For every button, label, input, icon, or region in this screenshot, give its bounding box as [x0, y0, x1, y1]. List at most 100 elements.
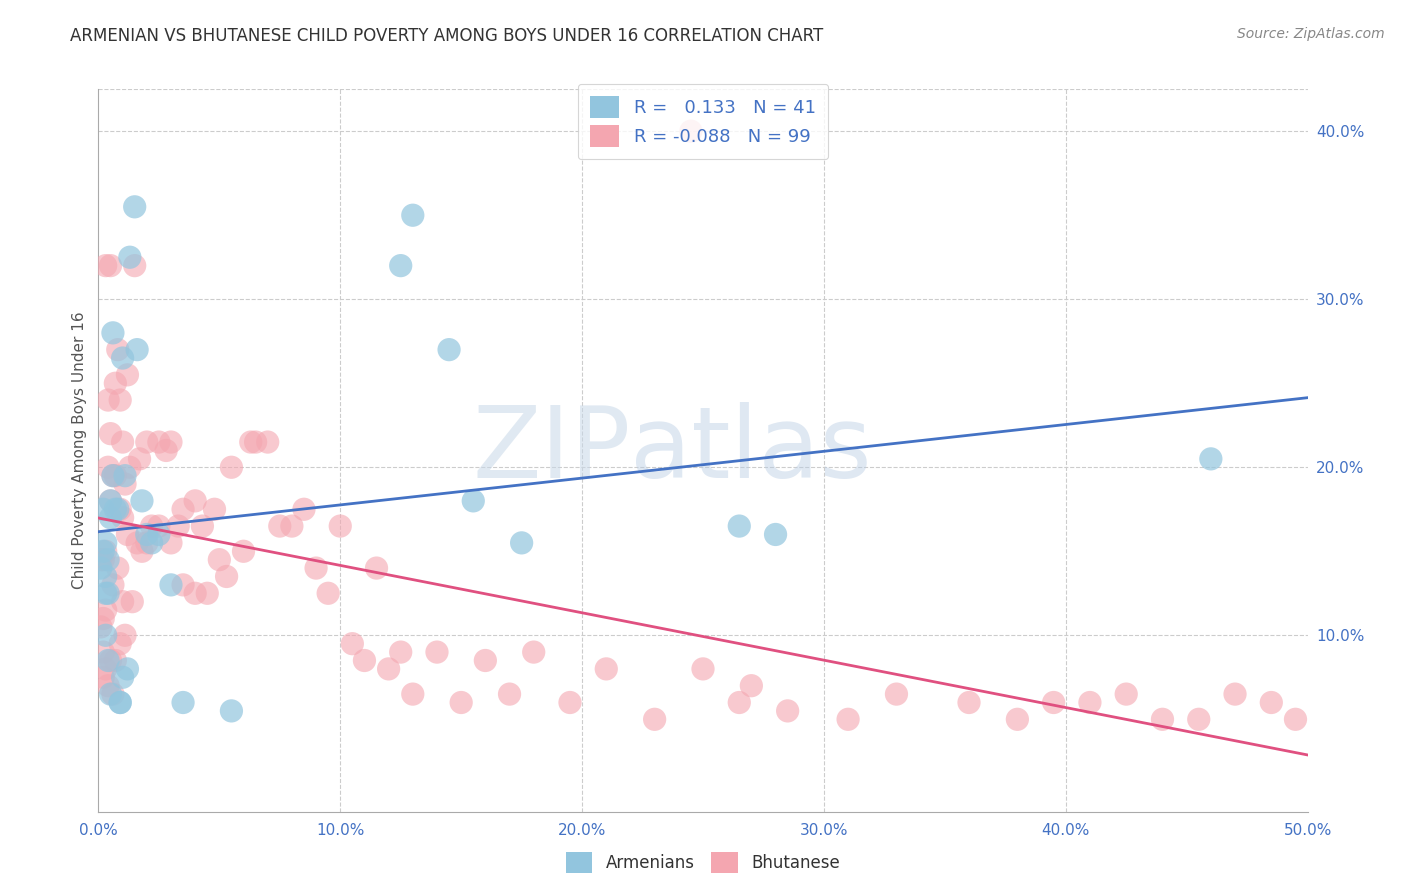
Point	[886, 687, 908, 701]
Point	[281, 519, 304, 533]
Point	[97, 460, 120, 475]
Point	[97, 392, 120, 407]
Point	[141, 519, 163, 533]
Point	[108, 637, 131, 651]
Point	[107, 561, 129, 575]
Point	[245, 435, 267, 450]
Point	[118, 460, 141, 475]
Point	[740, 679, 762, 693]
Point	[269, 519, 291, 533]
Point	[114, 477, 136, 491]
Point	[100, 687, 122, 701]
Point	[131, 544, 153, 558]
Point	[124, 200, 146, 214]
Point	[1223, 687, 1246, 701]
Point	[232, 544, 254, 558]
Point	[100, 426, 122, 441]
Point	[221, 460, 243, 475]
Point	[108, 502, 131, 516]
Point	[104, 502, 127, 516]
Point	[100, 259, 122, 273]
Point	[91, 544, 114, 558]
Point	[510, 536, 533, 550]
Point	[148, 435, 170, 450]
Point	[101, 687, 124, 701]
Point	[679, 124, 702, 138]
Point	[256, 435, 278, 450]
Point	[215, 569, 238, 583]
Point	[402, 208, 425, 222]
Legend: Armenians, Bhutanese: Armenians, Bhutanese	[560, 846, 846, 880]
Y-axis label: Child Poverty Among Boys Under 16: Child Poverty Among Boys Under 16	[72, 311, 87, 590]
Point	[97, 653, 120, 667]
Point	[94, 536, 117, 550]
Point	[450, 696, 472, 710]
Point	[94, 259, 117, 273]
Point	[239, 435, 262, 450]
Point	[155, 443, 177, 458]
Point	[148, 527, 170, 541]
Point	[104, 653, 127, 667]
Point	[558, 696, 581, 710]
Point	[184, 586, 207, 600]
Point	[148, 519, 170, 533]
Point	[100, 653, 122, 667]
Point	[131, 494, 153, 508]
Point	[1199, 451, 1222, 466]
Point	[114, 468, 136, 483]
Point	[111, 351, 134, 365]
Text: ZIP: ZIP	[472, 402, 630, 499]
Point	[107, 343, 129, 357]
Point	[160, 578, 183, 592]
Point	[91, 552, 114, 566]
Point	[127, 536, 149, 550]
Point	[523, 645, 546, 659]
Point	[111, 510, 134, 524]
Text: atlas: atlas	[630, 402, 872, 499]
Point	[776, 704, 799, 718]
Point	[1260, 696, 1282, 710]
Point	[121, 595, 143, 609]
Point	[104, 468, 127, 483]
Point	[316, 586, 339, 600]
Point	[377, 662, 399, 676]
Point	[94, 569, 117, 583]
Point	[94, 544, 117, 558]
Point	[402, 687, 425, 701]
Point	[437, 343, 460, 357]
Point	[90, 620, 112, 634]
Point	[728, 519, 751, 533]
Point	[127, 343, 149, 357]
Point	[90, 552, 112, 566]
Point	[128, 451, 150, 466]
Point	[108, 696, 131, 710]
Point	[91, 670, 114, 684]
Point	[1115, 687, 1137, 701]
Point	[101, 468, 124, 483]
Point	[94, 662, 117, 676]
Point	[135, 435, 157, 450]
Point	[389, 645, 412, 659]
Point	[728, 696, 751, 710]
Point	[141, 536, 163, 550]
Point	[426, 645, 449, 659]
Point	[124, 259, 146, 273]
Text: Source: ZipAtlas.com: Source: ZipAtlas.com	[1237, 27, 1385, 41]
Point	[474, 653, 496, 667]
Point	[1007, 712, 1029, 726]
Point	[172, 502, 194, 516]
Text: ARMENIAN VS BHUTANESE CHILD POVERTY AMONG BOYS UNDER 16 CORRELATION CHART: ARMENIAN VS BHUTANESE CHILD POVERTY AMON…	[70, 27, 824, 45]
Point	[184, 494, 207, 508]
Point	[90, 561, 112, 575]
Point	[305, 561, 328, 575]
Point	[117, 662, 139, 676]
Point	[91, 611, 114, 625]
Point	[91, 502, 114, 516]
Point	[101, 468, 124, 483]
Point	[97, 552, 120, 566]
Point	[101, 326, 124, 340]
Point	[837, 712, 859, 726]
Point	[107, 502, 129, 516]
Point	[160, 536, 183, 550]
Point	[114, 628, 136, 642]
